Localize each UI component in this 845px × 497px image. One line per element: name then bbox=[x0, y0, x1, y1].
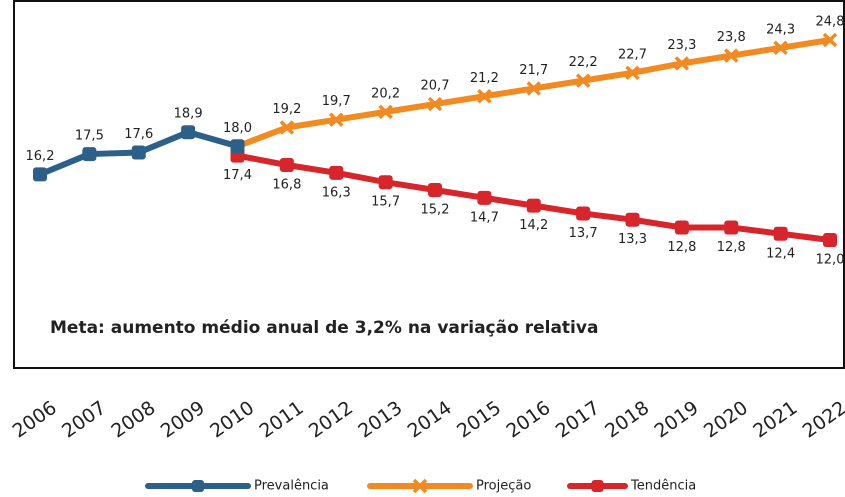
marker bbox=[477, 190, 492, 205]
data-label: 16,8 bbox=[272, 178, 301, 193]
x-tick-label: 2010 bbox=[206, 397, 258, 443]
data-label: 20,2 bbox=[371, 86, 400, 101]
data-label: 15,2 bbox=[421, 203, 450, 218]
marker bbox=[674, 220, 689, 235]
data-label: 16,2 bbox=[26, 149, 55, 164]
x-tick-label: 2007 bbox=[58, 397, 110, 443]
legend-label: Tendência bbox=[630, 479, 696, 494]
x-tick-label: 2011 bbox=[255, 397, 307, 443]
marker bbox=[33, 167, 47, 182]
marker bbox=[477, 89, 492, 104]
data-label: 17,5 bbox=[75, 129, 104, 144]
x-tick-label: 2018 bbox=[601, 397, 653, 443]
data-label: 22,2 bbox=[569, 55, 598, 70]
data-label: 24,3 bbox=[766, 22, 795, 37]
data-label: 23,3 bbox=[667, 38, 696, 53]
x-tick-label: 2022 bbox=[799, 397, 845, 443]
data-label: 24,8 bbox=[816, 15, 845, 30]
marker bbox=[279, 158, 294, 172]
marker bbox=[279, 120, 295, 135]
marker bbox=[329, 112, 344, 127]
data-label: 14,2 bbox=[519, 218, 548, 233]
marker bbox=[625, 212, 640, 227]
data-label: 23,8 bbox=[717, 30, 746, 45]
x-tick-label: 2020 bbox=[700, 397, 752, 443]
marker bbox=[526, 81, 541, 96]
marker bbox=[230, 139, 245, 154]
data-label: 17,4 bbox=[223, 168, 252, 183]
x-tick-label: 2008 bbox=[107, 397, 159, 443]
x-tick-label: 2016 bbox=[502, 397, 554, 443]
marker bbox=[822, 32, 838, 48]
marker bbox=[181, 125, 196, 140]
marker bbox=[378, 175, 393, 190]
marker bbox=[428, 183, 442, 197]
data-label: 16,3 bbox=[322, 185, 351, 200]
legend-marker bbox=[412, 478, 428, 494]
x-tick-label: 2017 bbox=[552, 397, 604, 443]
x-tick-label: 2012 bbox=[305, 397, 357, 443]
data-label: 21,2 bbox=[470, 71, 499, 86]
data-label: 13,3 bbox=[618, 232, 647, 247]
marker bbox=[773, 40, 788, 56]
data-label: 20,7 bbox=[421, 79, 450, 94]
x-tick-label: 2015 bbox=[453, 397, 505, 443]
data-label: 19,2 bbox=[272, 102, 301, 117]
marker bbox=[724, 48, 739, 63]
plot-frame bbox=[13, 0, 845, 369]
x-tick-label: 2009 bbox=[157, 397, 209, 443]
data-label: 12,8 bbox=[717, 240, 746, 255]
data-label: 13,7 bbox=[569, 226, 598, 241]
marker bbox=[427, 96, 443, 112]
legend-label: Projeção bbox=[476, 479, 531, 494]
connector bbox=[236, 124, 288, 150]
marker bbox=[724, 220, 739, 235]
marker bbox=[823, 233, 837, 247]
x-tick-label: 2019 bbox=[650, 397, 702, 443]
x-tick-label: 2013 bbox=[354, 397, 406, 443]
marker bbox=[575, 73, 591, 88]
data-label: 12,8 bbox=[667, 240, 696, 255]
x-tick-label: 2006 bbox=[9, 397, 61, 443]
data-label: 17,6 bbox=[124, 127, 153, 142]
legend-marker bbox=[192, 480, 204, 492]
marker bbox=[576, 206, 591, 221]
x-tick-label: 2014 bbox=[404, 397, 456, 443]
data-label: 21,7 bbox=[519, 63, 548, 78]
data-label: 12,4 bbox=[766, 246, 795, 261]
x-tick-label: 2021 bbox=[749, 397, 801, 443]
annotation: Meta: aumento médio anual de 3,2% na var… bbox=[50, 318, 598, 338]
marker bbox=[131, 145, 146, 160]
data-label: 22,7 bbox=[618, 47, 647, 62]
data-label: 18,9 bbox=[174, 107, 203, 122]
legend-marker bbox=[591, 480, 604, 492]
data-label: 14,7 bbox=[470, 210, 499, 225]
series-line bbox=[286, 37, 831, 131]
marker bbox=[526, 198, 541, 213]
data-label: 18,0 bbox=[223, 121, 252, 136]
marker bbox=[378, 104, 393, 120]
data-label: 19,7 bbox=[322, 94, 351, 109]
marker bbox=[82, 147, 97, 162]
data-label: 15,7 bbox=[371, 195, 400, 210]
data-label: 12,0 bbox=[816, 253, 845, 268]
marker bbox=[625, 65, 640, 81]
legend-label: Prevalência bbox=[254, 479, 329, 494]
marker bbox=[674, 56, 690, 71]
marker bbox=[329, 165, 344, 180]
marker bbox=[773, 226, 788, 241]
